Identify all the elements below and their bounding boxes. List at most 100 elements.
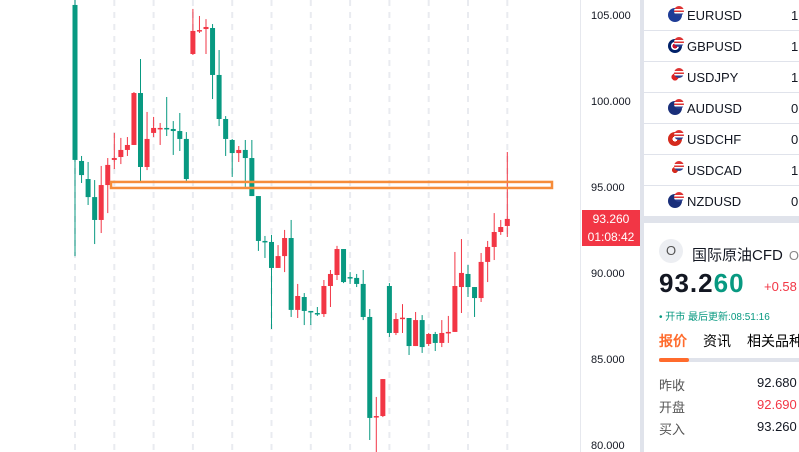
tab-related[interactable]: 相关品种	[747, 333, 799, 349]
watchlist-value: 0.	[791, 131, 799, 147]
candle-body	[314, 313, 320, 315]
candle-body	[400, 317, 405, 320]
candle-body	[419, 320, 425, 348]
us-flag-icon	[674, 192, 684, 202]
candle-body	[85, 179, 91, 198]
watchlist-value: 1.	[791, 38, 799, 54]
us-flag-icon	[674, 68, 684, 78]
candle-body	[190, 30, 196, 54]
candle-body	[295, 295, 301, 310]
candle-body	[92, 197, 98, 220]
candle-body	[203, 26, 209, 30]
candle-body	[380, 379, 386, 417]
candle-body	[216, 74, 222, 119]
watchlist-row[interactable]: GBPUSD 1.	[644, 31, 799, 62]
market-status: • 开市 最后更新:08:51:16	[659, 312, 770, 323]
tab-news[interactable]: 资讯	[703, 333, 731, 349]
candle-body	[98, 185, 104, 220]
candle-body	[111, 158, 117, 160]
candle-body	[413, 320, 419, 347]
candle-body	[236, 149, 242, 154]
candle-body	[288, 238, 294, 310]
symbol-logo-icon: O	[659, 239, 683, 263]
quote-row-bid: 买入 93.260	[659, 419, 797, 437]
candle-body	[406, 318, 412, 347]
candle-body	[452, 286, 458, 332]
watchlist-value: 0.	[791, 100, 799, 116]
candle-body	[249, 158, 255, 197]
watchlist-value: 0.	[791, 193, 799, 209]
candle-body	[124, 144, 130, 150]
us-flag-icon	[674, 130, 684, 140]
candle-body	[164, 127, 170, 130]
candle-body	[138, 93, 143, 167]
watchlist-symbol: USDJPY	[687, 69, 739, 85]
watchlist-value: 1.	[791, 162, 799, 178]
candle-body	[79, 160, 85, 176]
candle-body	[255, 196, 261, 241]
candle-body	[151, 127, 157, 133]
current-price: 93.260	[659, 268, 745, 298]
price-tick-label: 100.000	[591, 96, 631, 108]
candle-body	[367, 316, 373, 418]
candle-body	[242, 149, 248, 159]
candle-body	[334, 249, 340, 275]
candle-body	[157, 127, 163, 130]
watchlist: EURUSD 1. GBPUSD 1. USDJPY 15 AUDUSD 0. USDCHF 0.…	[644, 0, 799, 217]
candle-body	[498, 227, 504, 232]
candle-body	[170, 128, 176, 132]
candlestick-chart[interactable]	[0, 0, 580, 452]
watchlist-row[interactable]: USDCHF 0.	[644, 124, 799, 155]
candle-body	[341, 249, 347, 283]
candle-body	[210, 28, 216, 75]
symbol-code: OI	[788, 248, 799, 263]
watchlist-row[interactable]: EURUSD 1.	[644, 0, 799, 31]
candle-body	[301, 297, 307, 311]
candle-body	[144, 138, 150, 167]
candle-body	[386, 286, 392, 333]
candle-body	[275, 256, 281, 268]
candle-body	[118, 149, 124, 158]
quote-row-prev-close: 昨收 92.680	[659, 375, 797, 393]
candle-body	[472, 287, 478, 299]
divider	[644, 217, 799, 223]
candle-body	[465, 273, 471, 288]
candle-body	[72, 4, 78, 160]
us-flag-icon	[674, 6, 684, 16]
watchlist-symbol: AUDUSD	[687, 100, 742, 116]
tab-indicator	[659, 358, 799, 362]
candle-body	[485, 246, 491, 262]
us-flag-icon	[674, 161, 684, 171]
watchlist-symbol: USDCHF	[687, 131, 742, 147]
candle-body	[347, 277, 353, 279]
candle-body	[229, 139, 235, 154]
candle-body	[360, 283, 366, 317]
watchlist-row[interactable]: AUDUSD 0.	[644, 93, 799, 124]
price-change: +0.58	[764, 279, 797, 294]
candle-body	[327, 273, 333, 287]
quote-row-open: 开盘 92.690	[659, 397, 797, 415]
price-tick-label: 95.000	[591, 182, 625, 194]
candle-body	[478, 261, 484, 299]
watchlist-value: 15	[791, 69, 799, 85]
candle-body	[105, 164, 111, 186]
price-zone-rectangle[interactable]	[109, 180, 554, 190]
watchlist-row[interactable]: NZDUSD 0.	[644, 186, 799, 217]
watchlist-row[interactable]: USDJPY 15	[644, 62, 799, 93]
candle-body	[445, 331, 451, 334]
price-tick-label: 105.000	[591, 10, 631, 22]
watchlist-row[interactable]: USDCAD 1.	[644, 155, 799, 186]
us-flag-icon	[674, 37, 684, 47]
candle-body	[196, 30, 202, 32]
candle-body	[393, 319, 399, 333]
watchlist-symbol: USDCAD	[687, 162, 742, 178]
last-price-label: 93.260	[582, 210, 640, 228]
watchlist-value: 1.	[791, 7, 799, 23]
candle-body	[269, 241, 274, 268]
candle-body	[308, 310, 314, 313]
info-tabs: 报价 资讯 相关品种	[659, 331, 799, 351]
tab-quote[interactable]: 报价	[659, 333, 687, 349]
price-tick-label: 80.000	[591, 440, 625, 452]
candle-body	[262, 240, 268, 243]
bar-countdown-label: 01:08:42	[582, 228, 640, 246]
